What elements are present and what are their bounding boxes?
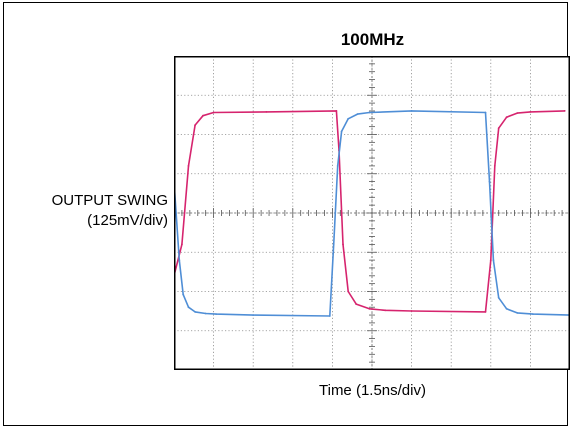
trace-2-point — [347, 117, 350, 120]
trace-1-point — [265, 111, 268, 113]
trace-1-point — [335, 110, 338, 112]
trace-2-point — [178, 259, 181, 261]
trace-1-point — [493, 165, 496, 167]
trace-2-point — [336, 165, 339, 167]
trace-line-2 — [174, 110, 570, 317]
trace-2-point — [492, 259, 495, 261]
y-axis-label: OUTPUT SWING (125mV/div) — [10, 191, 168, 231]
trace-2-point — [340, 130, 343, 133]
trace-1-point — [497, 127, 500, 130]
trace-2-point — [204, 312, 207, 315]
trace-2-point — [516, 312, 519, 314]
trace-2-point — [328, 315, 331, 317]
trace-1-point — [484, 311, 487, 313]
trace-2-point — [215, 313, 218, 315]
trace-2-point — [532, 313, 534, 315]
trace-2-point — [410, 110, 413, 112]
trace-2-point — [252, 314, 255, 316]
chart-title: 100MHz — [340, 30, 405, 49]
trace-1-point — [342, 243, 344, 246]
trace-1-point — [355, 303, 358, 305]
trace-2-point — [194, 311, 196, 313]
scope-plot — [174, 56, 570, 370]
trace-1-point — [384, 309, 387, 312]
trace-1-point — [347, 290, 350, 293]
x-axis-label: Time (1.5ns/div) — [319, 382, 426, 399]
trace-1-point — [194, 124, 196, 126]
trace-2-point — [488, 180, 491, 183]
trace-2-point — [356, 113, 359, 115]
plot-border — [174, 56, 570, 370]
trace-1-point — [529, 111, 532, 113]
trace-1-point — [187, 165, 190, 167]
trace-2-point — [332, 243, 335, 246]
trace-2-point — [497, 296, 500, 299]
trace-1-point — [212, 111, 215, 114]
trace-2-point — [505, 307, 508, 310]
trace-2-point — [187, 306, 190, 309]
trace-1-point — [181, 243, 183, 246]
trace-2-point — [484, 111, 487, 114]
trace-1-point — [563, 110, 566, 112]
trace-1-point — [202, 114, 204, 117]
y-axis-label-line2: (125mV/div) — [87, 212, 168, 229]
trace-1-point — [368, 307, 371, 310]
trace-2-point — [368, 111, 371, 114]
y-axis-label-line1: OUTPUT SWING — [51, 192, 168, 209]
trace-1-point — [516, 112, 519, 114]
trace-2-point — [182, 293, 185, 296]
trace-1-point — [410, 310, 413, 312]
trace-1-point — [505, 116, 508, 119]
trace-1-point — [489, 259, 492, 261]
